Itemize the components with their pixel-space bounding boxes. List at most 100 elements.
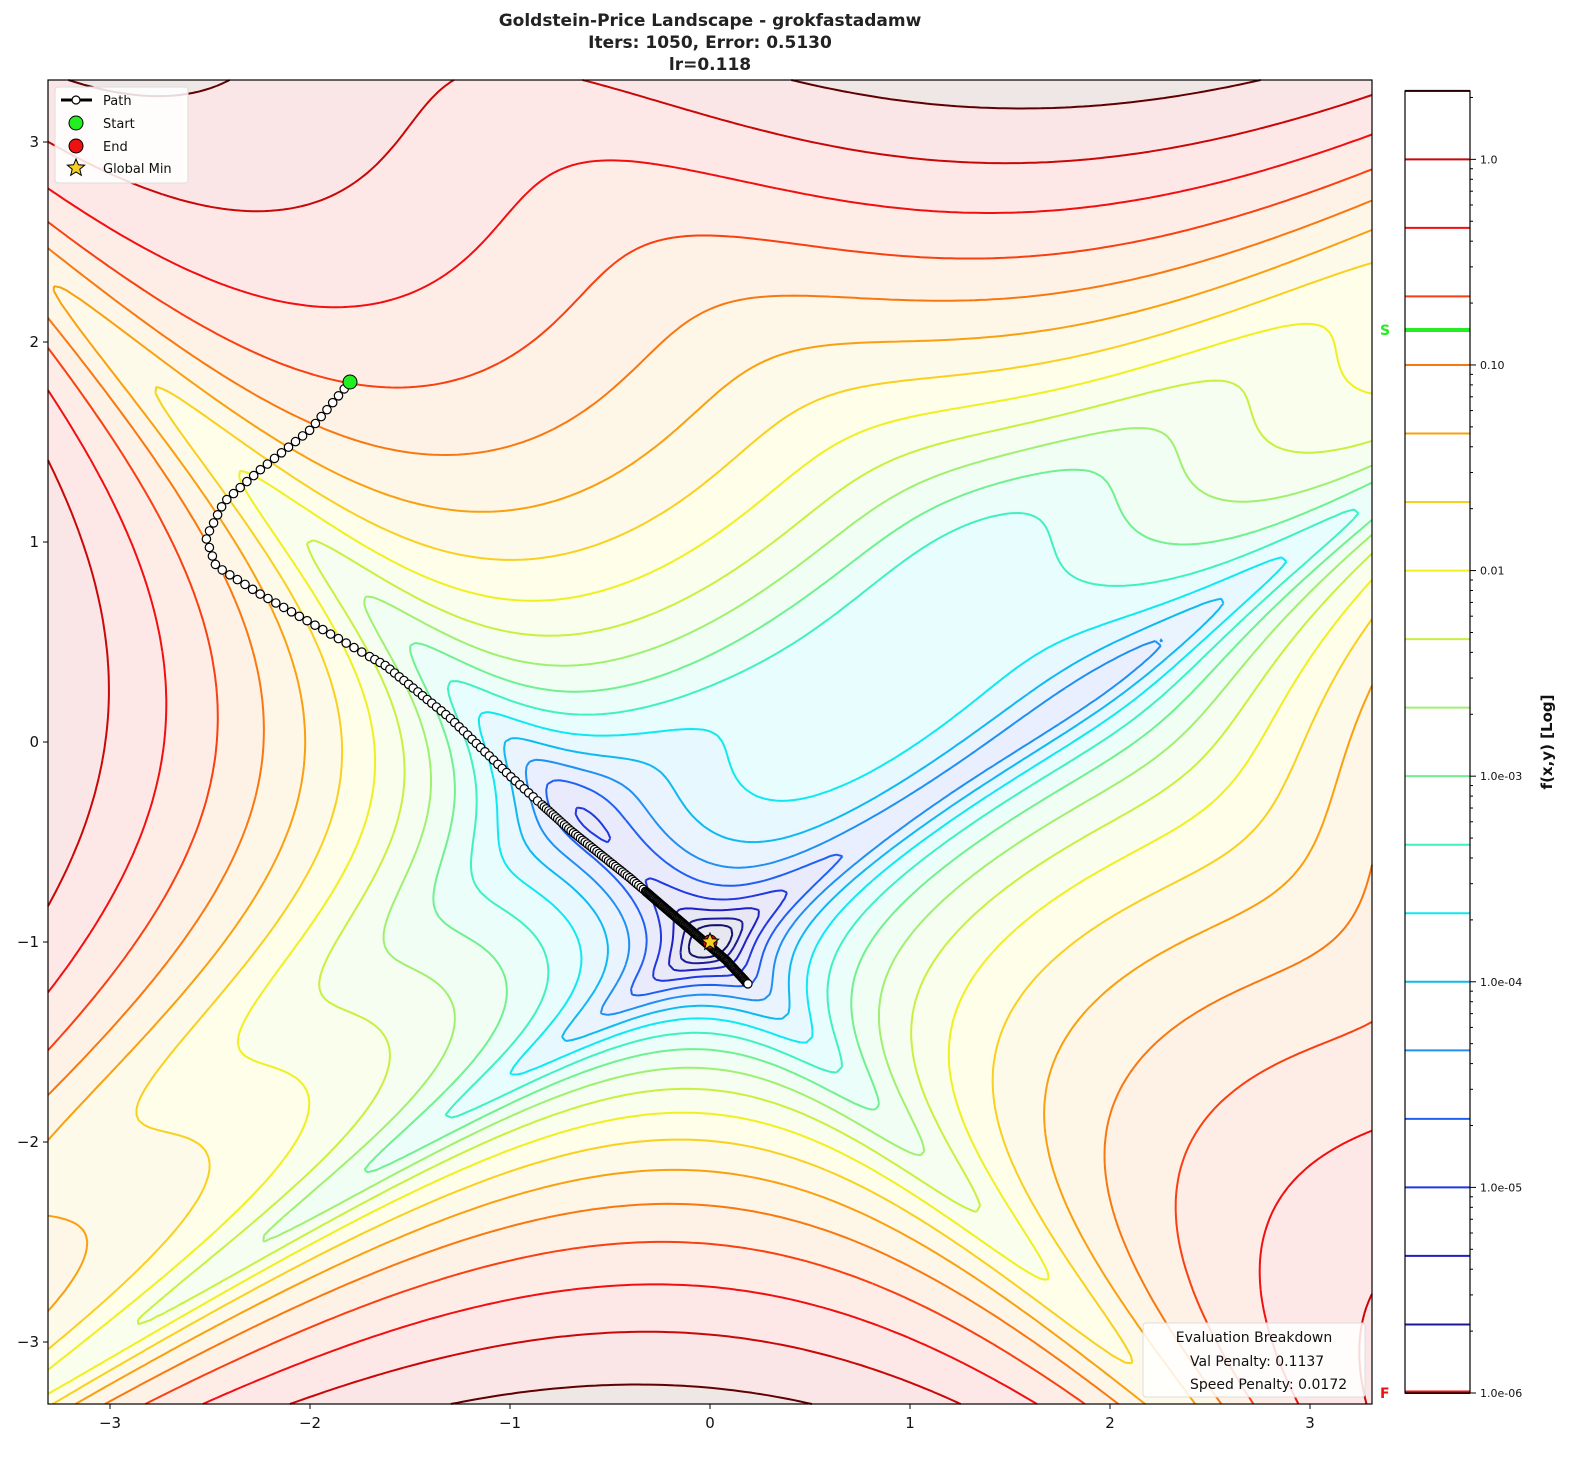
title-line-3: lr=0.118	[669, 55, 751, 75]
path-point	[333, 390, 344, 401]
path-point	[316, 411, 326, 422]
x-tick-label: 0	[705, 1414, 715, 1432]
path-point	[341, 638, 351, 648]
colorbar-tick-label: 1.0e-03	[1480, 770, 1522, 783]
contour-level-12	[47, 322, 1373, 1395]
colorbar-tick-label: 1.0e-04	[1480, 976, 1522, 989]
start-legend-marker	[68, 115, 84, 131]
contour-level-15	[47, 199, 1373, 1405]
colorbar-label: f(x,y) [Log]	[1538, 695, 1556, 790]
contour-level-14	[47, 228, 1373, 1405]
evaluation-box	[1142, 1322, 1366, 1398]
path-point	[212, 509, 223, 520]
path-point	[290, 436, 301, 447]
colorbar-start-marker-label: S	[1380, 323, 1390, 339]
colorbar-frame	[1404, 90, 1471, 1394]
title-line-1: Goldstein-Price Landscape - grokfastadam…	[499, 11, 922, 31]
evaluation-breakdown-box: Evaluation Breakdown Val Penalty: 0.1137…	[1142, 1322, 1366, 1398]
contour-level-13	[47, 261, 1373, 1405]
path-point	[743, 978, 753, 989]
path-point	[286, 606, 297, 617]
path-point	[302, 615, 312, 626]
star-icon	[66, 157, 86, 177]
x-tick-label: 3	[1305, 1414, 1315, 1432]
contour-lines	[47, 79, 1373, 1405]
path-point	[325, 629, 336, 639]
path-point	[201, 534, 212, 544]
path-point	[262, 459, 273, 469]
path-point	[235, 482, 245, 493]
path-point	[208, 518, 219, 528]
y-tick-label: 2	[29, 333, 39, 351]
contour-level-9	[363, 468, 1373, 1174]
x-tick-label: 2	[1105, 1414, 1115, 1432]
contour-level-19	[68, 79, 1261, 1405]
colorbar-body	[1405, 91, 1470, 1393]
title-line-2: Iters: 1050, Error: 0.5130	[588, 33, 832, 53]
global-min-star-icon	[700, 931, 720, 951]
path-point	[276, 447, 287, 458]
path-point	[317, 624, 328, 635]
path-point	[207, 551, 218, 561]
path-point	[278, 602, 289, 613]
path-point	[349, 642, 359, 653]
path-point	[270, 598, 281, 608]
path-point	[216, 501, 227, 512]
path-point	[248, 470, 259, 481]
x-tick-label: −1	[499, 1414, 521, 1432]
legend-global-min-label: Global Min	[103, 162, 172, 177]
contour-level-17	[47, 133, 1373, 1405]
path-point	[269, 453, 280, 464]
path-point	[356, 647, 367, 657]
contour-level-4	[545, 779, 844, 997]
path-point	[242, 476, 252, 487]
x-tick-label: 1	[905, 1414, 915, 1432]
start-marker	[342, 374, 358, 390]
contour-level-7	[477, 556, 1288, 1076]
y-tick-label: −2	[17, 1133, 39, 1151]
legend-start-label: Start	[103, 117, 135, 132]
contour-level-3	[574, 806, 788, 982]
optimizer-path	[201, 374, 753, 989]
path-point	[304, 425, 315, 436]
path-point	[240, 579, 250, 590]
y-tick-label: −3	[17, 1333, 39, 1351]
colorbar: f(x,y) [Log] S F 1.0 0.10 0.01 1.0e-03 1.0e-…	[1380, 89, 1556, 1402]
path-legend-marker	[71, 95, 81, 105]
path-point	[255, 589, 265, 599]
path-point	[263, 593, 273, 604]
contour-level-16	[47, 168, 1373, 1405]
colorbar-tick-label: 1.0	[1480, 153, 1498, 166]
path-point	[210, 559, 221, 570]
end-legend-marker	[68, 138, 84, 154]
y-tick-label: −1	[17, 933, 39, 951]
colorbar-tick-label: 1.0e-05	[1480, 1181, 1522, 1194]
legend: Path Start End Global Min	[54, 86, 189, 184]
path-point	[204, 542, 215, 553]
evaluation-title: Evaluation Breakdown	[1176, 1330, 1332, 1346]
colorbar-final-marker-label: F	[1380, 1386, 1390, 1402]
contour-level-6	[503, 597, 1225, 1042]
val-penalty: Val Penalty: 0.1137	[1190, 1354, 1324, 1370]
colorbar-tick-label: 1.0e-06	[1480, 1387, 1522, 1400]
contour-fill-background	[48, 80, 1372, 1404]
legend-box	[54, 86, 189, 184]
contour-level-18	[47, 79, 1373, 1405]
speed-penalty: Speed Penalty: 0.0172	[1190, 1377, 1347, 1393]
path-point	[333, 633, 344, 644]
y-tick-label: 1	[29, 533, 39, 551]
y-tick-label: 3	[29, 133, 39, 151]
path-point	[297, 431, 308, 441]
y-tick-label: 0	[29, 733, 39, 751]
axes: −3 −2 −1 0 1 2 3 −3 −2 −1 0 1 2 3	[17, 79, 1373, 1432]
path-point	[327, 397, 338, 408]
path-point	[222, 494, 232, 505]
contour-level-10	[262, 427, 1373, 1243]
x-tick-label: −3	[99, 1414, 121, 1432]
colorbar-tick-label: 0.10	[1480, 359, 1505, 372]
contour-level-8	[444, 508, 1360, 1119]
path-point	[204, 526, 215, 536]
path-point	[294, 611, 305, 622]
chart-title: Goldstein-Price Landscape - grokfastadam…	[499, 11, 922, 75]
